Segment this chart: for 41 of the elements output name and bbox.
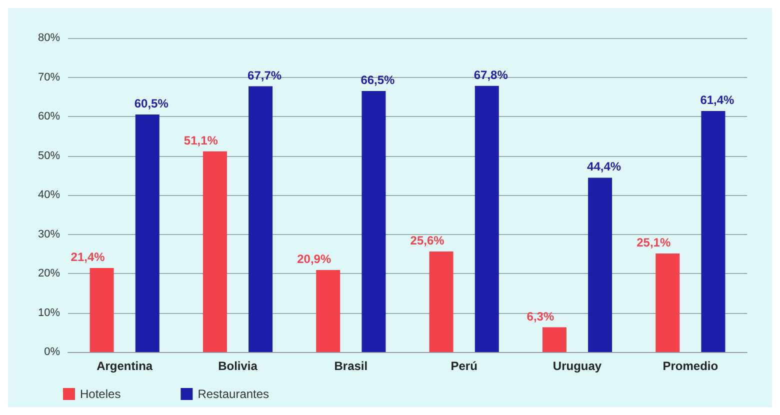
bar	[135, 114, 160, 352]
bar	[248, 86, 273, 352]
data-label: 44,4%	[587, 160, 622, 174]
bar	[202, 151, 227, 352]
bar	[701, 111, 726, 352]
y-tick-label: 30%	[38, 228, 60, 240]
bar	[90, 268, 114, 352]
y-tick-label: 40%	[38, 189, 60, 201]
x-tick-label: Perú	[450, 359, 478, 373]
data-label: 21,4%	[70, 250, 106, 264]
bar	[474, 86, 499, 352]
bar	[362, 90, 386, 352]
y-tick-label: 70%	[38, 71, 60, 84]
x-tick-label: Promedio	[662, 359, 718, 373]
data-label: 66,5%	[360, 72, 396, 87]
data-label: 67,7%	[248, 68, 282, 82]
x-tick-label: Brasil	[334, 359, 368, 373]
y-tick-label: 10%	[38, 306, 60, 319]
y-tick-label: 20%	[38, 268, 60, 280]
legend-label: Hoteles	[80, 387, 121, 401]
data-label: 61,4%	[700, 93, 735, 108]
data-label: 67,8%	[474, 68, 508, 82]
x-tick-label: Uruguay	[552, 359, 602, 373]
bar	[429, 252, 454, 352]
bar	[542, 327, 566, 352]
data-label: 25,6%	[410, 234, 445, 248]
data-label: 51,1%	[184, 133, 218, 148]
data-label: 25,1%	[636, 235, 671, 250]
bar	[656, 253, 680, 352]
x-tick-label: Argentina	[96, 359, 153, 373]
y-tick-label: 0%	[44, 346, 60, 358]
data-label: 60,5%	[134, 96, 169, 111]
y-tick-label: 50%	[38, 150, 60, 162]
bar	[588, 178, 612, 352]
y-tick-label: 80%	[38, 32, 60, 44]
data-label: 20,9%	[297, 252, 332, 266]
y-tick-label: 60%	[38, 110, 60, 122]
data-label: 6,3%	[526, 309, 554, 324]
legend-label: Restaurantes	[198, 387, 270, 401]
bar	[316, 270, 340, 352]
x-tick-label: Bolivia	[218, 359, 258, 373]
